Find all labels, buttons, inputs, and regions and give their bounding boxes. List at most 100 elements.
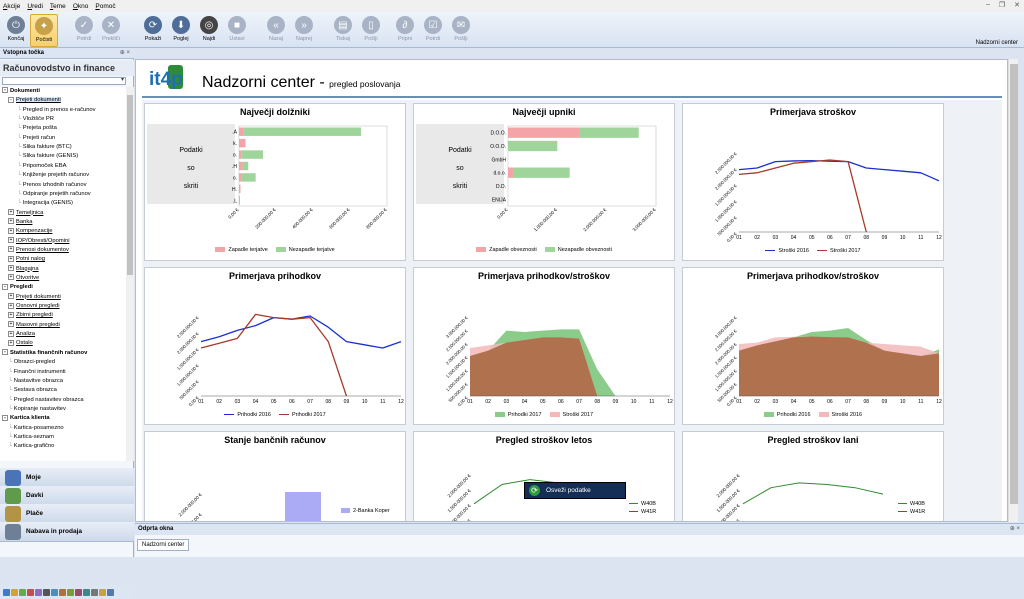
collapse-icon[interactable]: - bbox=[2, 283, 8, 290]
tree-item[interactable]: + Masovni pregledi bbox=[8, 321, 60, 330]
expand-icon[interactable]: + bbox=[8, 265, 14, 272]
tree-item[interactable]: + Blagajna bbox=[8, 265, 39, 274]
collapse-icon[interactable]: - bbox=[8, 96, 14, 103]
tab-nadzorni-center[interactable]: Nadzorni center bbox=[137, 539, 190, 551]
tree-item[interactable]: └ Slika fakture (GENIS) bbox=[17, 152, 78, 161]
tree-item[interactable]: └ Prejeti račun bbox=[17, 134, 55, 143]
tree-item[interactable]: + Prenosi dokumentov bbox=[8, 246, 69, 255]
tree-item[interactable]: └ Vložišče PR bbox=[17, 115, 54, 124]
tree-scrollbar[interactable] bbox=[126, 87, 134, 461]
nav-button-3[interactable]: Nabava in prodaja bbox=[0, 522, 134, 542]
tree-item[interactable]: └ Prejeta pošta bbox=[17, 124, 57, 133]
toolbar-button-9[interactable]: » Naprej bbox=[290, 14, 318, 47]
tree-item[interactable]: └ Kartica-grafično bbox=[8, 442, 54, 451]
menu-pomoc[interactable]: Pomoč bbox=[95, 2, 116, 10]
expand-icon[interactable]: + bbox=[8, 246, 14, 253]
toolbar-button-7[interactable]: ■ Ustavi bbox=[223, 14, 251, 47]
tree-item[interactable]: + Ostalo bbox=[8, 339, 33, 348]
tree-item[interactable]: └ Pregled nastavitev obrazca bbox=[8, 396, 84, 405]
tree-item[interactable]: + IOP/Obresti/Opomini bbox=[8, 237, 69, 246]
expand-icon[interactable]: + bbox=[8, 330, 14, 337]
tree-item[interactable]: └ Kopiranje nastavitev bbox=[8, 405, 66, 414]
tree-item[interactable]: └ Nastavitve obrazca bbox=[8, 377, 63, 386]
toolbar-button-3[interactable]: ✕ Prekliči bbox=[97, 14, 125, 47]
toolbar-button-0[interactable]: ⏻ Končaj bbox=[2, 14, 30, 47]
close-button[interactable]: ✕ bbox=[1014, 2, 1020, 9]
collapse-icon[interactable]: - bbox=[2, 87, 8, 94]
expand-icon[interactable]: + bbox=[8, 237, 14, 244]
tree-item[interactable]: - Dokumenti bbox=[2, 87, 40, 96]
tree-item[interactable]: + Potni nalog bbox=[8, 255, 45, 264]
tree-item[interactable]: └ Pripomoček EBA bbox=[17, 162, 67, 171]
expand-icon[interactable]: + bbox=[8, 311, 14, 318]
module-shortcut-icon[interactable] bbox=[51, 588, 58, 596]
tree-scroll-thumb[interactable] bbox=[127, 95, 133, 275]
toolbar-button-1[interactable]: ✦ Počisti bbox=[30, 14, 58, 47]
pin-icon[interactable]: ⊕ × bbox=[1009, 526, 1020, 532]
toolbar-button-4[interactable]: ⟳ Pokaži bbox=[139, 14, 167, 47]
tree-item[interactable]: + Analiza bbox=[8, 330, 35, 339]
expand-icon[interactable]: + bbox=[8, 293, 14, 300]
module-shortcut-icon[interactable] bbox=[35, 588, 42, 596]
module-shortcut-icon[interactable] bbox=[67, 588, 74, 596]
tree-item[interactable]: └ Pregled in prenos e-računov bbox=[17, 106, 96, 115]
menu-uredi[interactable]: Uredi bbox=[27, 2, 43, 10]
toolbar-button-2[interactable]: ✓ Potrdi bbox=[70, 14, 98, 47]
nav-button-2[interactable]: Plače bbox=[0, 504, 134, 524]
tree-item[interactable]: + Kompenzacije bbox=[8, 227, 52, 236]
tree-item[interactable]: - Kartica klienta bbox=[2, 414, 50, 423]
tree-item[interactable]: └ Slika fakture (BTC) bbox=[17, 143, 72, 152]
tree-item[interactable]: └ Kartica-seznam bbox=[8, 433, 54, 442]
tree-item[interactable]: └ Integracija (GENIS) bbox=[17, 199, 73, 208]
module-shortcut-icon[interactable] bbox=[107, 588, 114, 596]
menu-akcije[interactable]: Akcije bbox=[3, 2, 21, 10]
tree-item[interactable]: - Pregledi bbox=[2, 283, 33, 292]
expand-icon[interactable]: + bbox=[8, 255, 14, 262]
menu-okno[interactable]: Okno bbox=[72, 2, 89, 10]
module-shortcut-icon[interactable] bbox=[27, 588, 34, 596]
pin-icon[interactable]: ⊕ × bbox=[119, 50, 130, 56]
tree-item[interactable]: └ Prenos izhodnih računov bbox=[17, 181, 87, 190]
module-shortcut-icon[interactable] bbox=[59, 588, 66, 596]
tree-search-combo[interactable] bbox=[2, 76, 126, 85]
module-shortcut-icon[interactable] bbox=[11, 588, 18, 596]
tree-item[interactable]: + Osnovni pregledi bbox=[8, 302, 60, 311]
tree-item[interactable]: + Zbirni pregledi bbox=[8, 311, 53, 320]
module-shortcut-icon[interactable] bbox=[99, 588, 106, 596]
minimize-button[interactable]: – bbox=[985, 1, 990, 8]
expand-icon[interactable]: + bbox=[8, 274, 14, 281]
toolbar-button-5[interactable]: ⬇ Poglej bbox=[167, 14, 195, 47]
tree-item[interactable]: + Otvoritve bbox=[8, 274, 39, 283]
toolbar-button-11[interactable]: ▯ Pošlji bbox=[357, 14, 385, 47]
module-shortcut-icon[interactable] bbox=[19, 588, 26, 596]
collapse-icon[interactable]: - bbox=[2, 349, 8, 356]
toolbar-button-10[interactable]: ▤ Tiskaj bbox=[329, 14, 357, 47]
module-shortcut-icon[interactable] bbox=[83, 588, 90, 596]
tree-item[interactable]: - Statistika finančnih računov bbox=[2, 349, 87, 358]
expand-icon[interactable]: + bbox=[8, 321, 14, 328]
maximize-button[interactable]: ❐ bbox=[998, 2, 1006, 9]
toolbar-button-12[interactable]: ∂ Pripni bbox=[391, 14, 419, 47]
main-scrollbar[interactable] bbox=[1008, 59, 1018, 522]
module-shortcut-icon[interactable] bbox=[91, 588, 98, 596]
module-shortcut-icon[interactable] bbox=[3, 588, 10, 596]
toolbar-button-8[interactable]: « Nazaj bbox=[262, 14, 290, 47]
refresh-data-button[interactable]: ⟳ Osveži podatke bbox=[524, 482, 626, 499]
tree-item[interactable]: └ Kartica-posamezno bbox=[8, 424, 64, 433]
tree-item[interactable]: └ Knjiženje prejetih računov bbox=[17, 171, 89, 180]
menu-teme[interactable]: Teme bbox=[49, 2, 66, 10]
tree-item[interactable]: - Prejeti dokumenti bbox=[8, 96, 61, 105]
nav-button-0[interactable]: Moje bbox=[0, 468, 134, 488]
tree-item[interactable]: └ Finančni instrumenti bbox=[8, 368, 66, 377]
nav-button-1[interactable]: Davki bbox=[0, 486, 134, 506]
module-shortcut-icon[interactable] bbox=[75, 588, 82, 596]
expand-icon[interactable]: + bbox=[8, 227, 14, 234]
main-scroll-thumb[interactable] bbox=[1010, 64, 1018, 504]
tree-item[interactable]: + Temeljnica bbox=[8, 209, 43, 218]
toolbar-button-13[interactable]: ☑ Potrdi bbox=[419, 14, 447, 47]
tree-item[interactable]: + Prejeti dokumenti bbox=[8, 293, 61, 302]
expand-icon[interactable]: + bbox=[8, 339, 14, 346]
tree-item[interactable]: └ Odpiranje prejetih računov bbox=[17, 190, 91, 199]
tree-item[interactable]: └ Sestava obrazca bbox=[8, 386, 57, 395]
expand-icon[interactable]: + bbox=[8, 209, 14, 216]
